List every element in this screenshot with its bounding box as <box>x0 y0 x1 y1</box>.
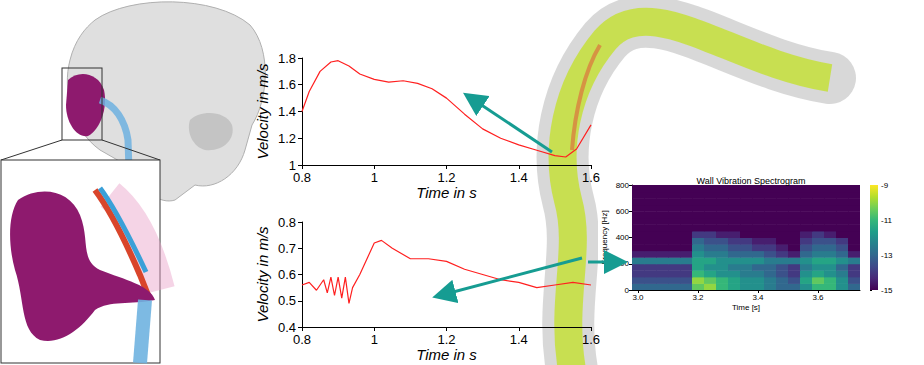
svg-text:3.4: 3.4 <box>752 293 764 302</box>
svg-text:1.4: 1.4 <box>510 332 528 347</box>
svg-text:Velocity in m/s: Velocity in m/s <box>254 226 271 323</box>
svg-text:1: 1 <box>288 157 296 173</box>
svg-text:0.7: 0.7 <box>278 241 296 256</box>
svg-text:1.2: 1.2 <box>437 332 455 347</box>
svg-text:1.6: 1.6 <box>278 77 296 92</box>
svg-text:-15: -15 <box>881 286 893 295</box>
svg-text:3.6: 3.6 <box>812 293 824 302</box>
svg-text:0: 0 <box>625 286 630 295</box>
svg-text:0.5: 0.5 <box>278 293 296 308</box>
svg-text:1.4: 1.4 <box>278 104 296 119</box>
svg-text:1: 1 <box>371 332 378 347</box>
svg-text:0.6: 0.6 <box>278 267 296 282</box>
svg-text:0.4: 0.4 <box>277 319 296 335</box>
svg-text:Velocity in m/s: Velocity in m/s <box>254 63 271 160</box>
svg-text:1.6: 1.6 <box>582 332 600 347</box>
svg-text:800: 800 <box>616 181 630 190</box>
svg-text:Time [s]: Time [s] <box>732 303 760 312</box>
svg-text:3.0: 3.0 <box>632 293 644 302</box>
svg-text:1: 1 <box>371 170 378 185</box>
svg-text:1.2: 1.2 <box>278 131 296 146</box>
svg-text:3.2: 3.2 <box>692 293 704 302</box>
svg-text:Wall Vibration Spectrogram: Wall Vibration Spectrogram <box>696 176 805 186</box>
svg-text:400: 400 <box>616 233 630 242</box>
svg-text:Time in s: Time in s <box>416 346 477 363</box>
svg-text:Frequency [Hz]: Frequency [Hz] <box>600 210 609 264</box>
svg-text:-9: -9 <box>881 181 889 190</box>
svg-text:0.8: 0.8 <box>293 332 311 347</box>
svg-text:-11: -11 <box>881 216 893 225</box>
svg-text:1.8: 1.8 <box>278 51 296 66</box>
svg-text:1.2: 1.2 <box>437 170 455 185</box>
svg-text:200: 200 <box>616 259 630 268</box>
svg-text:Time in s: Time in s <box>416 184 477 201</box>
svg-text:1.4: 1.4 <box>510 170 528 185</box>
svg-text:600: 600 <box>616 207 630 216</box>
svg-text:1.6: 1.6 <box>582 170 600 185</box>
svg-text:0.8: 0.8 <box>278 215 296 230</box>
svg-text:0.8: 0.8 <box>293 170 311 185</box>
svg-text:-13: -13 <box>881 251 893 260</box>
